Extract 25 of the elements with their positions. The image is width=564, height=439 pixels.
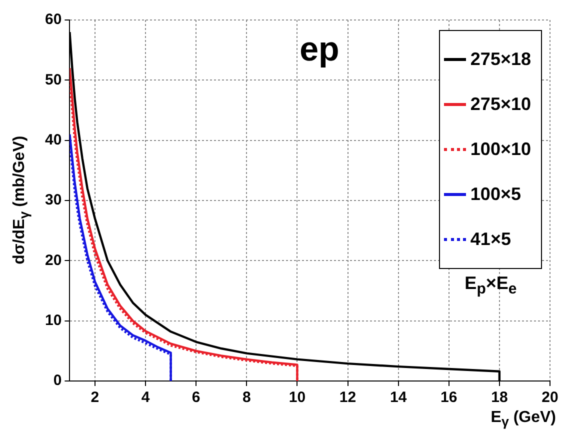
x-tick-label: 4 bbox=[141, 389, 150, 406]
y-tick-label: 30 bbox=[44, 192, 62, 209]
legend-label: 41×5 bbox=[470, 229, 511, 250]
x-tick-label: 10 bbox=[288, 389, 306, 406]
chart-title: ep bbox=[300, 30, 340, 68]
x-tick-label: 2 bbox=[90, 389, 100, 406]
x-axis-title: E$_{γ}$ (GeV) bbox=[490, 408, 556, 432]
y-tick-label: 50 bbox=[44, 71, 62, 88]
y-tick-label: 10 bbox=[44, 312, 62, 329]
y-tick-label: 40 bbox=[44, 131, 62, 148]
legend-label: 275×10 bbox=[470, 94, 531, 115]
y-tick-label: 0 bbox=[53, 372, 62, 390]
legend-label: 275×18 bbox=[470, 49, 531, 70]
legend-label: 100×10 bbox=[470, 139, 531, 160]
x-tick-label: 14 bbox=[390, 389, 408, 406]
legend-title: E$_{p}$×E$_{e}$ bbox=[464, 273, 517, 298]
x-tick-label: 12 bbox=[339, 389, 356, 406]
y-tick-label: 20 bbox=[44, 252, 62, 269]
x-tick-label: 18 bbox=[491, 389, 508, 406]
x-tick-label: 20 bbox=[542, 389, 558, 406]
legend-label: 100×5 bbox=[470, 184, 521, 205]
x-tick-label: 6 bbox=[192, 389, 200, 406]
x-tick-label: 8 bbox=[242, 389, 251, 406]
x-tick-label: 16 bbox=[440, 389, 458, 406]
y-tick-label: 60 bbox=[44, 11, 62, 28]
